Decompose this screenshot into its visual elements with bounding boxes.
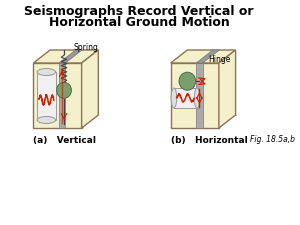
Polygon shape — [171, 50, 236, 63]
Ellipse shape — [179, 72, 196, 90]
Polygon shape — [174, 88, 197, 108]
Ellipse shape — [171, 88, 177, 108]
Polygon shape — [82, 50, 98, 128]
Text: Hinge: Hinge — [208, 54, 230, 63]
Polygon shape — [33, 50, 98, 63]
Text: Seismographs Record Vertical or: Seismographs Record Vertical or — [24, 5, 254, 18]
Text: Fig. 18.5a,b: Fig. 18.5a,b — [250, 135, 296, 144]
Text: Spring: Spring — [73, 43, 98, 52]
Polygon shape — [196, 50, 219, 63]
Polygon shape — [33, 63, 82, 128]
Polygon shape — [37, 72, 56, 120]
Polygon shape — [59, 63, 65, 128]
Polygon shape — [59, 50, 82, 63]
Polygon shape — [219, 50, 236, 128]
Polygon shape — [171, 63, 219, 128]
Ellipse shape — [194, 88, 200, 108]
Text: (a)   Vertical: (a) Vertical — [33, 135, 96, 144]
Text: Horizontal Ground Motion: Horizontal Ground Motion — [49, 16, 230, 29]
Ellipse shape — [37, 68, 56, 76]
Polygon shape — [196, 63, 203, 128]
Ellipse shape — [37, 117, 56, 124]
Ellipse shape — [57, 82, 71, 98]
Text: (b)   Horizontal: (b) Horizontal — [171, 135, 248, 144]
